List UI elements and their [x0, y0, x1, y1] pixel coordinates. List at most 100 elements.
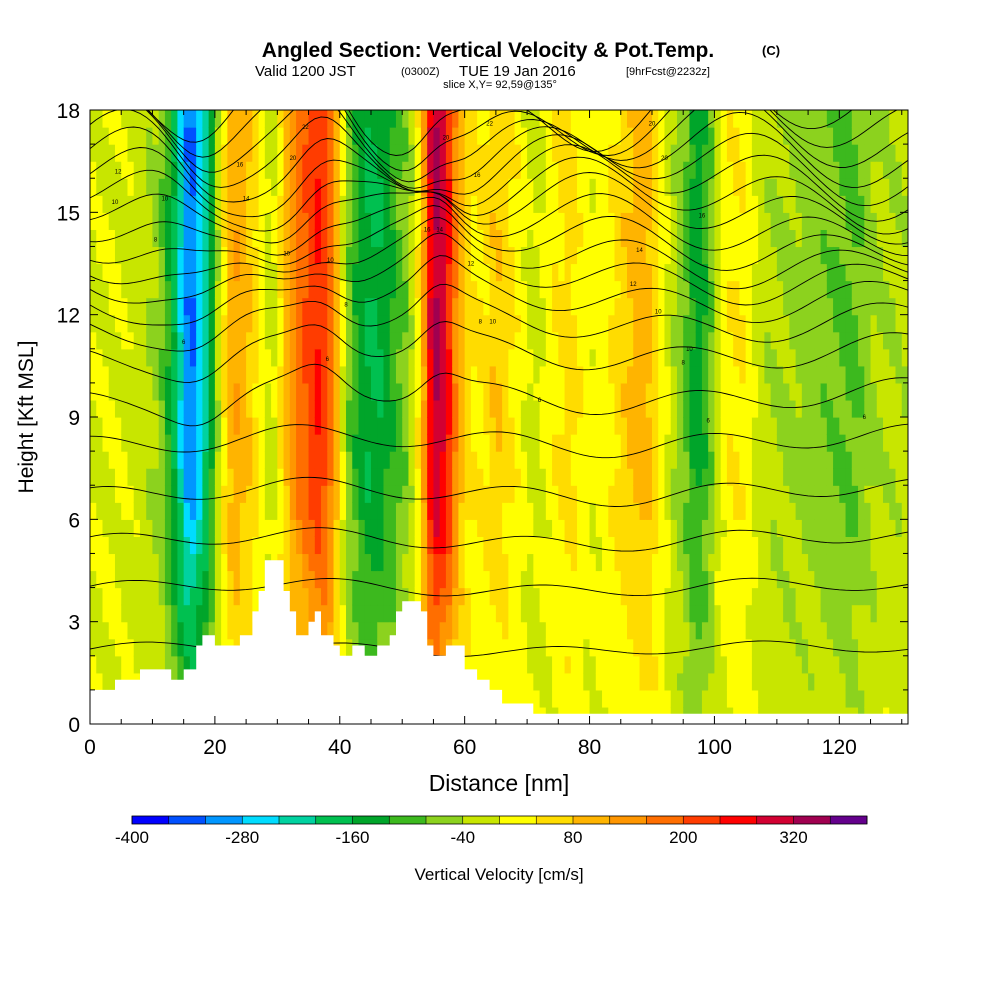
velocity-cell	[870, 604, 878, 623]
velocity-cell	[845, 689, 853, 708]
velocity-cell	[664, 604, 672, 623]
velocity-cell	[302, 502, 310, 520]
velocity-cell	[90, 263, 97, 282]
velocity-cell	[339, 144, 347, 162]
velocity-cell	[714, 604, 722, 623]
velocity-cell	[745, 161, 753, 179]
velocity-cell	[364, 519, 372, 537]
velocity-cell	[726, 110, 734, 128]
velocity-cell	[183, 536, 191, 555]
velocity-cell	[602, 331, 609, 350]
velocity-cell	[552, 382, 559, 401]
velocity-cell	[152, 331, 160, 350]
velocity-cell	[839, 229, 847, 248]
velocity-cell	[196, 417, 203, 435]
velocity-cell	[139, 468, 147, 486]
velocity-cell	[420, 127, 428, 145]
velocity-cell	[689, 536, 697, 555]
velocity-cell	[296, 519, 303, 537]
isentrope-line	[90, 232, 908, 306]
velocity-cell	[464, 144, 472, 162]
velocity-cell	[445, 331, 453, 350]
velocity-cell	[645, 689, 653, 708]
velocity-cell	[508, 297, 516, 316]
velocity-cell	[764, 178, 772, 196]
velocity-cell	[858, 331, 865, 350]
velocity-cell	[239, 280, 247, 299]
velocity-cell	[227, 468, 235, 486]
velocity-cell	[689, 434, 697, 452]
velocity-cell	[508, 331, 516, 350]
velocity-cell	[833, 468, 840, 486]
velocity-cell	[876, 604, 884, 623]
velocity-cell	[676, 604, 684, 623]
velocity-cell	[127, 348, 135, 367]
velocity-cell	[651, 348, 659, 367]
velocity-cell	[439, 263, 447, 282]
velocity-cell	[658, 502, 666, 520]
velocity-cell	[470, 536, 478, 555]
velocity-cell	[164, 144, 172, 162]
velocity-cell	[745, 604, 753, 623]
velocity-cell	[889, 314, 897, 333]
velocity-cell	[520, 672, 528, 691]
velocity-cell	[314, 212, 322, 230]
velocity-cell	[196, 399, 203, 418]
velocity-cell	[845, 348, 853, 367]
velocity-cell	[452, 280, 460, 299]
velocity-cell	[202, 195, 210, 213]
velocity-cell	[833, 229, 840, 248]
velocity-cell	[208, 331, 216, 350]
velocity-cell	[433, 382, 441, 401]
velocity-cell	[383, 212, 391, 230]
velocity-cell	[826, 655, 834, 674]
velocity-cell	[533, 519, 541, 537]
velocity-cell	[651, 519, 659, 537]
velocity-cell	[189, 127, 197, 145]
velocity-cell	[395, 365, 403, 384]
velocity-cell	[783, 110, 790, 128]
velocity-cell	[246, 297, 253, 316]
velocity-cell	[733, 348, 741, 367]
velocity-cell	[764, 417, 772, 435]
velocity-cell	[570, 382, 578, 401]
velocity-cell	[870, 297, 878, 316]
velocity-cell	[433, 502, 441, 520]
velocity-cell	[464, 570, 472, 589]
velocity-cell	[152, 451, 160, 469]
velocity-cell	[227, 536, 235, 555]
velocity-cell	[808, 604, 815, 623]
velocity-cell	[114, 280, 122, 299]
velocity-cell	[283, 485, 291, 503]
velocity-cell	[121, 195, 129, 213]
velocity-cell	[845, 365, 853, 384]
velocity-cell	[595, 297, 603, 316]
velocity-cell	[545, 399, 553, 418]
velocity-cell	[795, 502, 803, 520]
velocity-cell	[233, 331, 241, 350]
velocity-cell	[264, 502, 272, 520]
velocity-cell	[564, 110, 572, 128]
velocity-cell	[520, 127, 528, 145]
velocity-cell	[751, 144, 759, 162]
velocity-cell	[277, 178, 285, 196]
velocity-cell	[214, 417, 222, 435]
velocity-cell	[339, 587, 347, 606]
velocity-cell	[564, 485, 572, 503]
velocity-cell	[826, 672, 834, 691]
velocity-cell	[202, 553, 210, 572]
velocity-cell	[595, 399, 603, 418]
velocity-cell	[720, 365, 728, 384]
velocity-cell	[833, 604, 840, 623]
velocity-cell	[102, 502, 110, 520]
velocity-cell	[651, 570, 659, 589]
velocity-cell	[527, 263, 534, 282]
velocity-cell	[627, 127, 634, 145]
velocity-cell	[520, 314, 528, 333]
velocity-cell	[196, 485, 203, 503]
velocity-cell	[296, 587, 303, 606]
colorbar-swatch	[720, 816, 758, 824]
velocity-cell	[577, 672, 584, 691]
velocity-cell	[776, 127, 784, 145]
velocity-cell	[751, 110, 759, 128]
